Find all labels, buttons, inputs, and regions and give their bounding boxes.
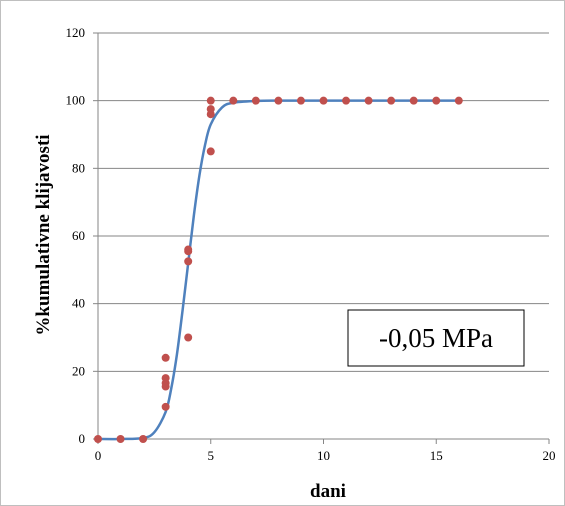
data-point bbox=[139, 435, 148, 443]
data-point bbox=[432, 96, 441, 105]
data-point bbox=[274, 96, 283, 105]
y-tick-label: 20 bbox=[72, 363, 85, 378]
data-point bbox=[116, 435, 125, 443]
y-axis-title: %kumulativne klijavosti bbox=[33, 134, 54, 335]
fitted-curve bbox=[97, 99, 459, 441]
data-point bbox=[454, 96, 463, 105]
data-point bbox=[161, 402, 170, 411]
y-tick-label: 60 bbox=[72, 228, 85, 243]
y-tick-label: 100 bbox=[66, 93, 86, 108]
y-tick-label: 40 bbox=[72, 296, 85, 311]
data-point bbox=[206, 96, 215, 105]
x-tick-label: 20 bbox=[543, 448, 556, 463]
data-point bbox=[206, 147, 215, 156]
y-tick-label: 80 bbox=[72, 160, 85, 175]
data-point bbox=[229, 96, 238, 105]
data-point bbox=[161, 353, 170, 362]
data-point bbox=[94, 435, 102, 443]
data-point bbox=[251, 96, 260, 105]
data-point bbox=[184, 245, 193, 254]
data-point bbox=[184, 257, 193, 266]
x-tick-label: 5 bbox=[208, 448, 215, 463]
tick-labels: 0 20 40 60 80 100 120 0 5 10 15 20 bbox=[66, 25, 556, 463]
data-point bbox=[296, 96, 305, 105]
data-point bbox=[319, 96, 328, 105]
x-tick-label: 10 bbox=[317, 448, 330, 463]
x-tick-label: 0 bbox=[95, 448, 102, 463]
fitted-curve-line bbox=[97, 99, 459, 441]
y-tick-label: 0 bbox=[79, 431, 86, 446]
data-point bbox=[364, 96, 373, 105]
data-point bbox=[184, 333, 193, 342]
annotation-box bbox=[347, 309, 525, 367]
data-point bbox=[387, 96, 396, 105]
data-points bbox=[94, 96, 463, 443]
condition-annotation: -0,05 MPa bbox=[347, 309, 525, 367]
data-point bbox=[409, 96, 418, 105]
data-point bbox=[206, 105, 215, 114]
x-axis-title: dani bbox=[310, 481, 346, 502]
annotation-label: -0,05 MPa bbox=[379, 323, 493, 353]
data-point bbox=[161, 374, 170, 383]
y-tick-label: 120 bbox=[66, 25, 86, 40]
axes bbox=[93, 32, 550, 444]
x-tick-label: 15 bbox=[430, 448, 443, 463]
data-point bbox=[342, 96, 351, 105]
